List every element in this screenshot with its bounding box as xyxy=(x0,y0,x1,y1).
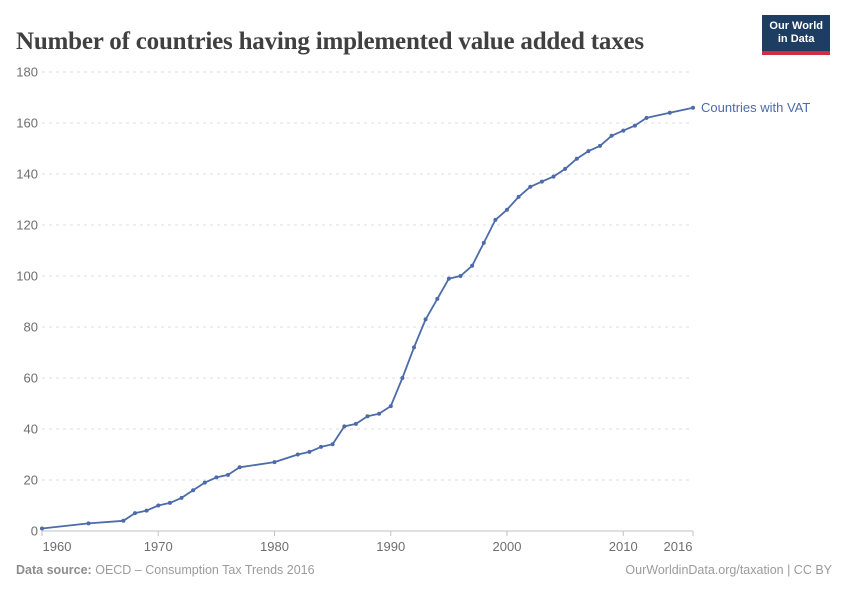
data-point-marker[interactable] xyxy=(330,442,335,447)
data-point-marker[interactable] xyxy=(563,166,568,171)
data-point-marker[interactable] xyxy=(144,508,149,513)
data-point-marker[interactable] xyxy=(377,411,382,416)
data-source-label: Data source: xyxy=(16,563,92,577)
data-point-marker[interactable] xyxy=(481,240,486,245)
data-point-marker[interactable] xyxy=(400,376,405,380)
y-tick-label: 160 xyxy=(16,116,38,131)
data-point-marker[interactable] xyxy=(586,149,591,154)
data-point-marker[interactable] xyxy=(423,317,428,322)
data-point-marker[interactable] xyxy=(598,143,602,148)
y-tick-label: 40 xyxy=(24,422,38,437)
y-tick-label: 120 xyxy=(16,218,38,233)
data-point-marker[interactable] xyxy=(365,414,370,419)
data-source-value: OECD – Consumption Tax Trends 2016 xyxy=(95,563,315,577)
data-point-marker[interactable] xyxy=(644,115,649,120)
data-point-marker[interactable] xyxy=(667,110,672,115)
data-point-marker[interactable] xyxy=(133,511,137,516)
chart-title: Number of countries having implemented v… xyxy=(16,27,644,55)
y-tick-label: 80 xyxy=(24,320,38,335)
y-tick-label: 60 xyxy=(24,371,38,386)
x-tick-label: 1960 xyxy=(43,539,72,554)
data-point-marker[interactable] xyxy=(609,133,614,138)
data-point-marker[interactable] xyxy=(412,345,416,350)
data-point-marker[interactable] xyxy=(388,404,393,409)
data-point-marker[interactable] xyxy=(528,184,533,189)
x-tick-label: 1980 xyxy=(260,539,289,554)
data-point-marker[interactable] xyxy=(191,488,196,493)
x-tick-label: 1990 xyxy=(376,539,405,554)
data-point-marker[interactable] xyxy=(539,179,544,184)
x-tick-label: 2016 xyxy=(664,539,693,554)
data-point-marker[interactable] xyxy=(621,128,626,133)
data-point-marker[interactable] xyxy=(214,475,219,480)
owid-logo[interactable]: Our World in Data xyxy=(762,15,830,55)
y-tick-label: 100 xyxy=(16,269,38,284)
data-point-marker[interactable] xyxy=(342,424,347,429)
y-tick-label: 140 xyxy=(16,167,38,182)
data-point-marker[interactable] xyxy=(470,263,475,268)
data-point-marker[interactable] xyxy=(458,274,463,278)
y-tick-label: 0 xyxy=(31,524,38,539)
x-tick-label: 2010 xyxy=(609,539,638,554)
data-point-marker[interactable] xyxy=(632,123,637,128)
data-point-marker[interactable] xyxy=(179,495,184,500)
data-source: Data source: OECD – Consumption Tax Tren… xyxy=(16,563,315,577)
data-point-marker[interactable] xyxy=(516,194,521,199)
data-point-marker[interactable] xyxy=(167,500,172,505)
data-point-marker[interactable] xyxy=(493,217,498,222)
data-point-marker[interactable] xyxy=(505,207,509,212)
owid-logo-line-1: Our World xyxy=(769,20,823,32)
data-point-marker[interactable] xyxy=(353,421,358,426)
data-point-marker[interactable] xyxy=(272,460,277,465)
data-point-marker[interactable] xyxy=(435,296,440,301)
credit-link[interactable]: OurWorldinData.org/taxation | CC BY xyxy=(625,563,832,577)
data-point-marker[interactable] xyxy=(40,526,44,531)
chart-footer: Data source: OECD – Consumption Tax Tren… xyxy=(16,563,832,577)
x-tick-label: 1970 xyxy=(144,539,173,554)
data-point-marker[interactable] xyxy=(202,480,207,485)
data-point-marker[interactable] xyxy=(226,472,230,477)
data-point-marker[interactable] xyxy=(156,503,161,508)
data-point-marker[interactable] xyxy=(551,174,556,179)
data-point-marker[interactable] xyxy=(691,105,695,110)
data-point-marker[interactable] xyxy=(237,465,242,470)
data-point-marker[interactable] xyxy=(307,449,312,454)
data-point-marker[interactable] xyxy=(319,444,323,449)
data-point-marker[interactable] xyxy=(446,276,451,281)
data-point-marker[interactable] xyxy=(574,156,579,161)
y-tick-label: 180 xyxy=(16,65,38,80)
series-legend-label: Countries with VAT xyxy=(701,100,810,115)
y-tick-label: 20 xyxy=(24,473,38,488)
data-point-marker[interactable] xyxy=(86,521,91,526)
owid-logo-line-2: in Data xyxy=(777,33,815,45)
data-point-marker[interactable] xyxy=(295,452,300,457)
data-point-marker[interactable] xyxy=(121,518,126,523)
x-tick-label: 2000 xyxy=(493,539,522,554)
vat-series-line[interactable] xyxy=(41,106,694,530)
